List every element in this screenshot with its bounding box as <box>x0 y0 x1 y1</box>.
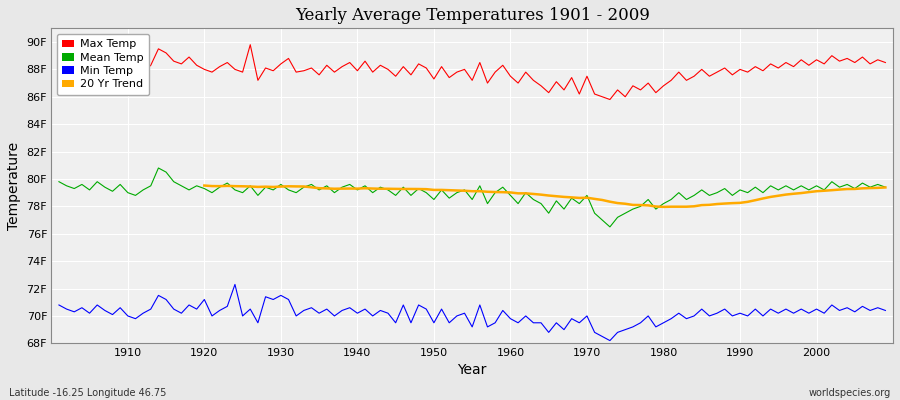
X-axis label: Year: Year <box>457 363 487 377</box>
Text: worldspecies.org: worldspecies.org <box>809 388 891 398</box>
Text: Latitude -16.25 Longitude 46.75: Latitude -16.25 Longitude 46.75 <box>9 388 166 398</box>
Y-axis label: Temperature: Temperature <box>7 142 21 230</box>
Title: Yearly Average Temperatures 1901 - 2009: Yearly Average Temperatures 1901 - 2009 <box>294 7 650 24</box>
Legend: Max Temp, Mean Temp, Min Temp, 20 Yr Trend: Max Temp, Mean Temp, Min Temp, 20 Yr Tre… <box>57 34 149 95</box>
